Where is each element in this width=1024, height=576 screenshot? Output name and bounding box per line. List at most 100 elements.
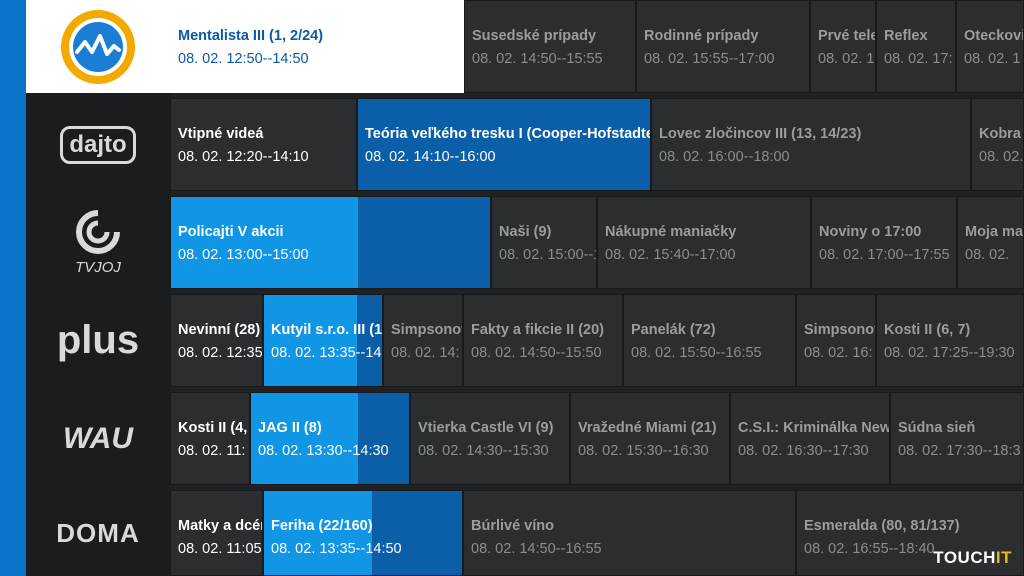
- program-cell[interactable]: Simpsonov 08. 02. 16:: [796, 294, 876, 387]
- left-accent-bar: [0, 0, 26, 576]
- program-cell[interactable]: Reflex 08. 02. 17:: [876, 0, 956, 93]
- touchit-watermark: TOUCHIT: [933, 548, 1012, 568]
- program-title: Vtierka Castle VI (9): [418, 420, 554, 436]
- program-time: 08. 02. 13:35--14:50: [271, 541, 402, 557]
- program-cell[interactable]: Mentalista III (1, 2/24) 08. 02. 12:50--…: [170, 0, 464, 93]
- channel-logo-doma[interactable]: DOMA: [26, 490, 170, 576]
- program-title: Oteckovia: [964, 28, 1023, 44]
- program-cell[interactable]: Moja mam 08. 02.: [957, 196, 1024, 289]
- program-cell[interactable]: Kosti II (4, 08. 02. 11:: [170, 392, 250, 485]
- program-time: 08. 02. 13:00--15:00: [178, 247, 309, 263]
- program-time: 08. 02. 14:50--15:55: [472, 51, 603, 67]
- program-cell[interactable]: Naši (9) 08. 02. 15:00--1: [491, 196, 597, 289]
- program-title: Kosti II (4,: [178, 420, 248, 436]
- program-time: 08. 02. 16:55--18:40: [804, 541, 935, 557]
- program-time: 08. 02. 17:: [884, 51, 953, 67]
- program-cell[interactable]: Policajti V akcii 08. 02. 13:00--15:00: [170, 196, 491, 289]
- program-time: 08. 02. 15:00--1: [499, 247, 597, 263]
- program-cell[interactable]: Kosti II (6, 7) 08. 02. 17:25--19:30: [876, 294, 1024, 387]
- program-title: Susedské prípady: [472, 28, 597, 44]
- channel-row-wau: Kosti II (4, 08. 02. 11: JAG II (8) 08. …: [170, 392, 1024, 485]
- program-time: 08. 02.: [965, 247, 1010, 263]
- program-cell[interactable]: Súdna sieň 08. 02. 17:30--18:3: [890, 392, 1024, 485]
- program-cell[interactable]: Nákupné maniačky 08. 02. 15:40--17:00: [597, 196, 811, 289]
- channel-row-markiza: Mentalista III (1, 2/24) 08. 02. 12:50--…: [170, 0, 1024, 93]
- channel-logo-wau[interactable]: WAU: [26, 392, 170, 485]
- progress-fill: [251, 393, 358, 484]
- program-cell[interactable]: Panelák (72) 08. 02. 15:50--16:55: [623, 294, 796, 387]
- program-cell[interactable]: Matky a dcér 08. 02. 11:05: [170, 490, 263, 576]
- dajto-logo-icon: dajto: [60, 125, 136, 164]
- program-time: 08. 02. 16:30--17:30: [738, 443, 869, 459]
- program-cell[interactable]: Prvé tele 08. 02. 1: [810, 0, 876, 93]
- program-time: 08. 02. 15:55--17:00: [644, 51, 775, 67]
- program-cell[interactable]: Vtipné videá 08. 02. 12:20--14:10: [170, 98, 357, 191]
- program-title: Policajti V akcii: [178, 224, 284, 240]
- plus-logo-text: plus: [56, 318, 140, 362]
- program-title: Fakty a fikcie II (20): [471, 322, 604, 338]
- watermark-prefix: TOUCH: [933, 548, 996, 567]
- program-title: Kobra 11: [979, 126, 1023, 142]
- program-cell[interactable]: C.S.I.: Kriminálka New 08. 02. 16:30--17…: [730, 392, 890, 485]
- program-title: Vražedné Miami (21): [578, 420, 717, 436]
- channel-logo-joj[interactable]: TVJOJ: [26, 196, 170, 289]
- program-time: 08. 02. 16:: [804, 345, 873, 361]
- program-cell[interactable]: Nevinní (28) 08. 02. 12:35: [170, 294, 263, 387]
- program-title: C.S.I.: Kriminálka New: [738, 420, 890, 436]
- program-cell[interactable]: Noviny o 17:00 08. 02. 17:00--17:55: [811, 196, 957, 289]
- program-title: Kosti II (6, 7): [884, 322, 971, 338]
- program-time: 08. 02.: [979, 149, 1024, 165]
- channel-logo-plus[interactable]: plus: [26, 294, 170, 387]
- program-cell[interactable]: Kobra 11 08. 02.: [971, 98, 1024, 191]
- program-cell[interactable]: Esmeralda (80, 81/137) 08. 02. 16:55--18…: [796, 490, 1024, 576]
- program-cell[interactable]: JAG II (8) 08. 02. 13:30--14:30: [250, 392, 410, 485]
- program-time: 08. 02. 17:25--19:30: [884, 345, 1015, 361]
- program-time: 08. 02. 11:05: [178, 541, 262, 557]
- program-title: Rodinné prípady: [644, 28, 759, 44]
- wau-logo-text: WAU: [63, 421, 133, 455]
- program-title: Noviny o 17:00: [819, 224, 922, 240]
- program-title: Esmeralda (80, 81/137): [804, 518, 960, 534]
- program-cell[interactable]: Kutyil s.r.o. III (1 08. 02. 13:35--14: [263, 294, 383, 387]
- program-title: Panelák (72): [631, 322, 716, 338]
- program-time: 08. 02. 11:: [178, 443, 246, 459]
- program-title: Kutyil s.r.o. III (1: [271, 322, 383, 338]
- program-time: 08. 02. 13:30--14:30: [258, 443, 389, 459]
- channel-logo-column: dajto TVJOJ plus WAU DOMA: [26, 0, 170, 576]
- program-time: 08. 02. 14:: [391, 345, 460, 361]
- program-cell[interactable]: Simpsonov 08. 02. 14:: [383, 294, 463, 387]
- program-time: 08. 02. 12:50--14:50: [178, 51, 309, 67]
- program-title: Prvé tele: [818, 28, 876, 44]
- program-time: 08. 02. 12:35: [178, 345, 263, 361]
- program-cell[interactable]: Feriha (22/160) 08. 02. 13:35--14:50: [263, 490, 463, 576]
- program-cell[interactable]: Susedské prípady 08. 02. 14:50--15:55: [464, 0, 636, 93]
- joj-logo-text: TVJOJ: [75, 259, 121, 276]
- program-time: 08. 02. 14:10--16:00: [365, 149, 496, 165]
- program-cell[interactable]: Vražedné Miami (21) 08. 02. 15:30--16:30: [570, 392, 730, 485]
- program-title: Simpsonov: [391, 322, 463, 338]
- progress-fill: [171, 197, 358, 288]
- channel-logo-dajto[interactable]: dajto: [26, 98, 170, 191]
- program-time: 08. 02. 12:20--14:10: [178, 149, 309, 165]
- program-cell[interactable]: Teória veľkého tresku I (Cooper-Hofstadt…: [357, 98, 651, 191]
- program-cell[interactable]: Oteckovia 08. 02. 1: [956, 0, 1024, 93]
- channel-logo-markiza[interactable]: [26, 0, 170, 93]
- program-title: Reflex: [884, 28, 928, 44]
- program-time: 08. 02. 14:50--16:55: [471, 541, 602, 557]
- program-time: 08. 02. 14:50--15:50: [471, 345, 602, 361]
- joj-swirl-icon: [76, 210, 120, 254]
- program-cell[interactable]: Vtierka Castle VI (9) 08. 02. 14:30--15:…: [410, 392, 570, 485]
- program-title: Lovec zločincov III (13, 14/23): [659, 126, 862, 142]
- program-title: Nákupné maniačky: [605, 224, 737, 240]
- watermark-suffix: IT: [995, 548, 1012, 567]
- markiza-logo-icon: [61, 9, 135, 84]
- program-cell[interactable]: Fakty a fikcie II (20) 08. 02. 14:50--15…: [463, 294, 623, 387]
- program-cell[interactable]: Rodinné prípady 08. 02. 15:55--17:00: [636, 0, 810, 93]
- channel-row-joj: Policajti V akcii 08. 02. 13:00--15:00 N…: [170, 196, 1024, 289]
- program-cell[interactable]: Búrlivé víno 08. 02. 14:50--16:55: [463, 490, 796, 576]
- program-title: Matky a dcér: [178, 518, 263, 534]
- program-cell[interactable]: Lovec zločincov III (13, 14/23) 08. 02. …: [651, 98, 971, 191]
- progress-fill: [264, 295, 357, 386]
- doma-logo-text: DOMA: [56, 517, 140, 548]
- program-title: Feriha (22/160): [271, 518, 373, 534]
